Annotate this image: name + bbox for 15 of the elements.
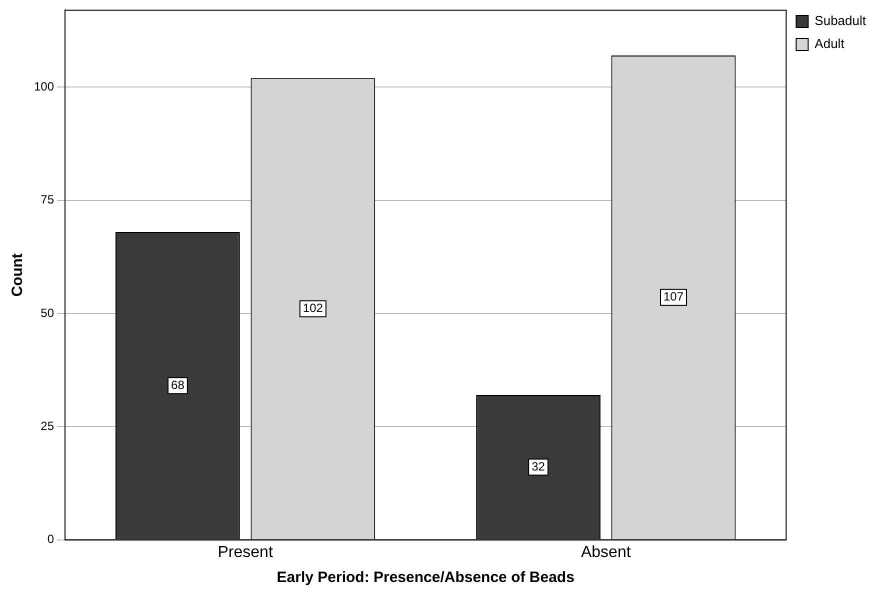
data-label: 68 xyxy=(171,378,185,392)
x-tick-label: Present xyxy=(218,544,274,561)
y-tick-label: 0 xyxy=(47,532,54,546)
legend-label: Adult xyxy=(814,36,845,52)
legend-label: Subadult xyxy=(814,13,866,28)
data-label: 32 xyxy=(532,459,546,474)
x-tick-label: Absent xyxy=(580,544,632,561)
y-axis-title: Count xyxy=(9,253,26,297)
y-tick-label: 100 xyxy=(34,79,54,94)
y-tick-label: 25 xyxy=(40,418,54,433)
y-tick-label: 75 xyxy=(40,192,54,207)
data-label: 102 xyxy=(302,301,324,316)
y-tick-label: 50 xyxy=(40,306,54,320)
data-label: 107 xyxy=(663,290,684,304)
x-axis-title: Early Period: Presence/Absence of Beads xyxy=(276,569,574,586)
